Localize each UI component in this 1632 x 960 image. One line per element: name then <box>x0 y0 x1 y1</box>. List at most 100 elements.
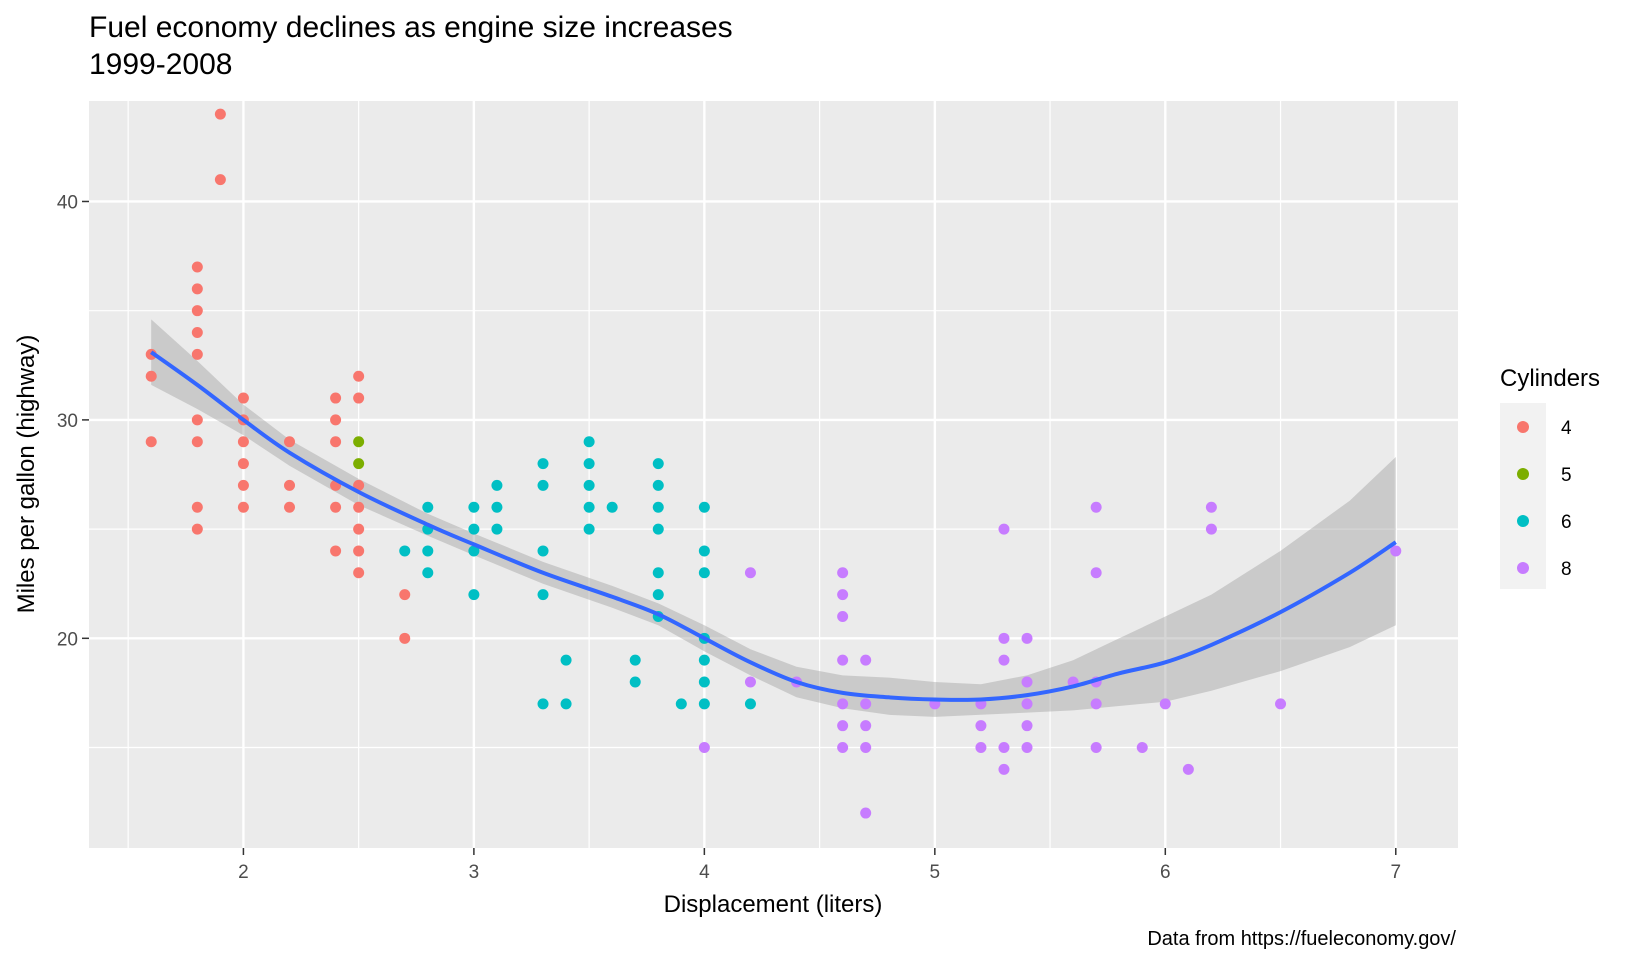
data-point-cyl-4 <box>330 392 342 404</box>
data-point-cyl-4 <box>353 523 365 535</box>
data-point-cyl-8 <box>860 720 872 732</box>
data-point-cyl-6 <box>422 501 434 513</box>
data-point-cyl-6 <box>468 589 480 601</box>
data-point-cyl-8 <box>837 610 849 622</box>
data-point-cyl-6 <box>422 567 434 579</box>
data-point-cyl-6 <box>560 654 572 666</box>
data-point-cyl-6 <box>583 523 595 535</box>
data-point-cyl-4 <box>237 458 249 470</box>
x-tick-label: 6 <box>1160 862 1171 883</box>
data-point-cyl-8 <box>1182 763 1194 775</box>
data-point-cyl-6 <box>422 545 434 557</box>
data-point-cyl-6 <box>583 501 595 513</box>
data-point-cyl-6 <box>606 501 618 513</box>
data-point-cyl-4 <box>353 567 365 579</box>
data-point-cyl-4 <box>353 479 365 491</box>
data-point-cyl-8 <box>744 567 756 579</box>
y-axis: 20 30 40 <box>57 192 89 650</box>
chart-caption: Data from https://fueleconomy.gov/ <box>1147 928 1456 950</box>
data-point-cyl-5 <box>353 458 365 470</box>
data-point-cyl-8 <box>1205 523 1217 535</box>
data-point-cyl-4 <box>191 261 203 273</box>
data-point-cyl-8 <box>1390 545 1402 557</box>
legend: Cylinders 4 5 6 8 <box>1500 365 1600 589</box>
data-points <box>145 108 1402 819</box>
data-point-cyl-6 <box>583 479 595 491</box>
data-point-cyl-5 <box>353 436 365 448</box>
data-point-cyl-8 <box>1275 698 1287 710</box>
data-point-cyl-6 <box>698 654 710 666</box>
data-point-cyl-8 <box>860 807 872 819</box>
data-point-cyl-6 <box>468 523 480 535</box>
data-point-cyl-4 <box>399 589 411 601</box>
confidence-band <box>151 319 1396 717</box>
data-point-cyl-4 <box>330 436 342 448</box>
legend-label-8: 8 <box>1561 559 1572 580</box>
data-point-cyl-8 <box>998 654 1010 666</box>
smooth-line <box>150 350 1397 702</box>
data-point-cyl-4 <box>214 174 226 186</box>
chart-subtitle: 1999-2008 <box>89 48 233 81</box>
data-point-cyl-8 <box>1021 676 1033 688</box>
data-point-cyl-4 <box>284 501 296 513</box>
legend-key-6 <box>1517 515 1529 527</box>
data-point-cyl-6 <box>629 654 641 666</box>
data-point-cyl-4 <box>284 479 296 491</box>
data-point-cyl-6 <box>583 436 595 448</box>
data-point-cyl-8 <box>837 567 849 579</box>
data-point-cyl-8 <box>1090 742 1102 754</box>
data-point-cyl-8 <box>1021 720 1033 732</box>
data-point-cyl-4 <box>330 545 342 557</box>
data-point-cyl-8 <box>837 742 849 754</box>
data-point-cyl-8 <box>1090 567 1102 579</box>
data-point-cyl-6 <box>583 458 595 470</box>
data-point-cyl-6 <box>468 545 480 557</box>
data-point-cyl-4 <box>237 501 249 513</box>
data-point-cyl-8 <box>698 742 710 754</box>
data-point-cyl-4 <box>330 414 342 426</box>
data-point-cyl-6 <box>537 698 549 710</box>
data-point-cyl-4 <box>214 108 226 120</box>
x-tick-label: 5 <box>930 862 941 883</box>
data-point-cyl-8 <box>998 763 1010 775</box>
legend-key-background <box>1500 403 1546 589</box>
data-point-cyl-4 <box>237 479 249 491</box>
legend-label-6: 6 <box>1561 512 1572 533</box>
y-tick-label: 40 <box>57 192 78 213</box>
data-point-cyl-6 <box>652 567 664 579</box>
data-point-cyl-8 <box>998 742 1010 754</box>
data-point-cyl-6 <box>468 501 480 513</box>
data-point-cyl-6 <box>399 545 411 557</box>
data-point-cyl-6 <box>675 698 687 710</box>
minor-gridlines <box>89 101 1458 848</box>
legend-entries: 4 5 6 8 <box>1517 418 1572 580</box>
data-point-cyl-4 <box>284 436 296 448</box>
data-point-cyl-4 <box>145 436 157 448</box>
legend-key-5 <box>1517 468 1529 480</box>
data-point-cyl-6 <box>744 698 756 710</box>
data-point-cyl-8 <box>860 698 872 710</box>
data-point-cyl-6 <box>698 501 710 513</box>
y-tick-label: 30 <box>57 411 78 432</box>
data-point-cyl-8 <box>975 720 987 732</box>
data-point-cyl-4 <box>353 370 365 382</box>
data-point-cyl-8 <box>860 654 872 666</box>
data-point-cyl-4 <box>191 501 203 513</box>
data-point-cyl-8 <box>1090 501 1102 513</box>
y-tick-label: 20 <box>57 629 78 650</box>
data-point-cyl-4 <box>353 392 365 404</box>
data-point-cyl-4 <box>237 436 249 448</box>
data-point-cyl-4 <box>191 436 203 448</box>
data-point-cyl-8 <box>1090 698 1102 710</box>
legend-key-8 <box>1517 562 1529 574</box>
data-point-cyl-6 <box>491 479 503 491</box>
x-tick-label: 3 <box>469 862 480 883</box>
data-point-cyl-8 <box>1159 698 1171 710</box>
data-point-cyl-6 <box>698 676 710 688</box>
x-tick-label: 2 <box>238 862 249 883</box>
data-point-cyl-6 <box>629 676 641 688</box>
data-point-cyl-6 <box>652 589 664 601</box>
data-point-cyl-4 <box>353 545 365 557</box>
data-point-cyl-4 <box>191 327 203 339</box>
